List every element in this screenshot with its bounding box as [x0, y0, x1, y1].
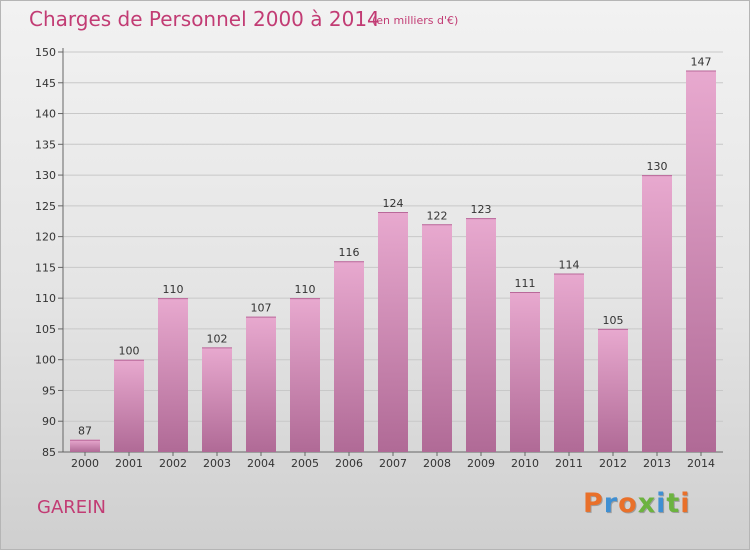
data-label-2012: 105 — [603, 314, 624, 327]
data-label-2011: 114 — [559, 259, 580, 272]
logo-letter: P — [583, 488, 604, 519]
x-tick-labels: 2000 2001 2002 2003 2004 2005 2006 2007 2008 2009… — [71, 457, 715, 470]
y-tick-label: 130 — [35, 169, 56, 182]
x-tick-label: 2012 — [599, 457, 627, 470]
y-tick-label: 150 — [35, 46, 56, 59]
data-label-2010: 111 — [515, 277, 536, 290]
y-tick-label: 105 — [35, 323, 56, 336]
proxiti-logo: Proxiti — [583, 488, 691, 519]
bar-2007 — [378, 212, 408, 452]
x-tick-label: 2014 — [687, 457, 715, 470]
data-label-2003: 102 — [207, 332, 228, 345]
data-labels: 87 100 110 102 107 110 116 124 122 123 111 114 105 13… — [78, 55, 712, 437]
bar-2002 — [158, 298, 188, 452]
x-tick-label: 2006 — [335, 457, 363, 470]
bars — [70, 70, 716, 453]
y-tick-label: 90 — [42, 415, 56, 428]
x-tick-label: 2005 — [291, 457, 319, 470]
x-tick-label: 2009 — [467, 457, 495, 470]
data-label-2002: 110 — [163, 283, 184, 296]
commune-name: GAREIN — [37, 497, 106, 518]
y-tick-label: 100 — [35, 354, 56, 367]
y-tick-labels: 85 90 95 100 105 110 115 120 125 130 135 140 145 150 — [35, 46, 56, 459]
y-tick-label: 125 — [35, 200, 56, 213]
data-label-2008: 122 — [427, 209, 448, 222]
y-tick-label: 115 — [35, 261, 56, 274]
bar-2005 — [290, 298, 320, 452]
chart-title: Charges de Personnel 2000 à 2014 — [29, 7, 380, 31]
y-tick-label: 140 — [35, 108, 56, 121]
data-label-2009: 123 — [471, 203, 492, 216]
logo-letter: r — [603, 488, 619, 519]
data-label-2007: 124 — [383, 197, 404, 210]
bar-2014 — [686, 70, 716, 452]
bar-2011 — [554, 273, 584, 452]
logo-letter: t — [666, 488, 681, 519]
x-tick-label: 2004 — [247, 457, 275, 470]
data-label-2001: 100 — [119, 345, 140, 358]
y-tick-label: 110 — [35, 292, 56, 305]
x-tick-label: 2001 — [115, 457, 143, 470]
y-tick-label: 120 — [35, 231, 56, 244]
bar-2006 — [334, 261, 364, 452]
bar-2001 — [114, 359, 144, 452]
bar-2004 — [246, 316, 276, 452]
x-tick-label: 2002 — [159, 457, 187, 470]
logo-letter: i — [680, 488, 691, 519]
x-tick-label: 2010 — [511, 457, 539, 470]
bar-2003 — [202, 347, 232, 452]
bar-2013 — [642, 175, 672, 453]
data-label-2006: 116 — [339, 246, 360, 259]
y-tick-label: 95 — [42, 384, 56, 397]
y-tick-label: 135 — [35, 138, 56, 151]
data-label-2014: 147 — [691, 55, 712, 68]
data-label-2004: 107 — [251, 302, 272, 315]
logo-letter: x — [637, 488, 657, 519]
bar-2000 — [70, 439, 100, 452]
bar-2010 — [510, 292, 540, 452]
data-label-2005: 110 — [295, 283, 316, 296]
x-tick-label: 2000 — [71, 457, 99, 470]
x-tick-label: 2011 — [555, 457, 583, 470]
logo-letter: o — [618, 488, 638, 519]
x-tick-label: 2013 — [643, 457, 671, 470]
x-tick-label: 2003 — [203, 457, 231, 470]
chart-subtitle: (en milliers d'€) — [372, 14, 459, 27]
bar-2012 — [598, 328, 628, 452]
y-tick-label: 85 — [42, 446, 56, 459]
logo-letter: i — [656, 488, 667, 519]
x-tick-label: 2007 — [379, 457, 407, 470]
x-tick-label: 2008 — [423, 457, 451, 470]
data-label-2013: 130 — [647, 160, 668, 173]
y-tick-label: 145 — [35, 77, 56, 90]
bar-2008 — [422, 224, 452, 452]
bar-2009 — [466, 218, 496, 452]
data-label-2000: 87 — [78, 425, 92, 438]
